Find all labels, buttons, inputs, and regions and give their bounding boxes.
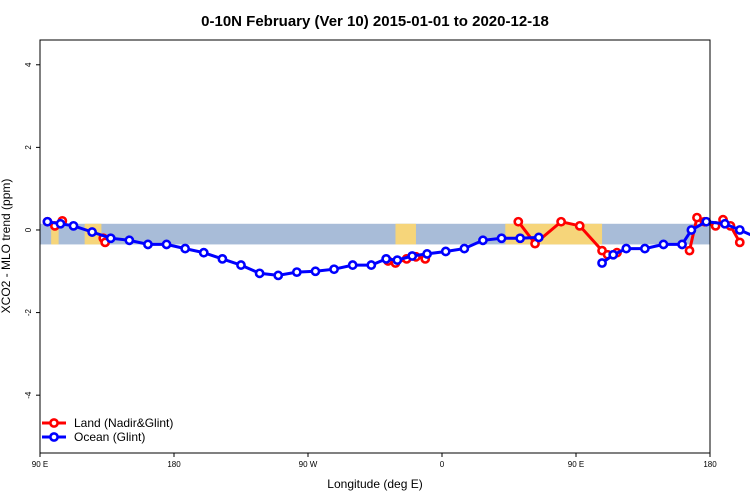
series-1-point xyxy=(217,253,228,264)
series-1-point xyxy=(422,249,433,259)
x-axis-label: Longitude (deg E) xyxy=(327,477,422,491)
y-tick-label: 0 xyxy=(24,227,33,232)
series-1-point xyxy=(496,233,507,244)
series-1-point xyxy=(719,218,730,229)
series-1-point xyxy=(407,251,418,261)
series-0-point xyxy=(692,212,702,223)
series-1-point xyxy=(658,239,669,250)
series-0-point xyxy=(513,216,524,227)
series-1-point xyxy=(236,260,246,270)
chart-title: 0-10N February (Ver 10) 2015-01-01 to 20… xyxy=(201,13,549,30)
x-tick-label: 180 xyxy=(703,460,717,469)
series-1-point xyxy=(392,255,403,266)
series-1-point xyxy=(459,243,470,254)
series-1-point xyxy=(55,218,66,229)
series-0-point xyxy=(734,237,745,248)
series-1-point xyxy=(701,216,712,227)
x-tick-label: 0 xyxy=(440,460,445,469)
legend-marker-1 xyxy=(49,432,59,442)
x-tick-label: 90 E xyxy=(32,460,48,469)
series-1-point xyxy=(381,253,392,264)
series-1-point xyxy=(161,239,172,250)
series-1-point xyxy=(515,233,526,244)
legend-entry-1: Ocean (Glint) xyxy=(74,430,145,444)
y-axis-ticks: -4 -2 0 2 4 xyxy=(24,62,40,399)
series-1-point xyxy=(87,227,98,237)
land-patch-2 xyxy=(395,223,416,245)
series-0-point xyxy=(556,216,567,227)
legend-marker-0 xyxy=(49,418,59,428)
series-1-point xyxy=(254,268,265,279)
x-tick-label: 180 xyxy=(167,460,181,469)
series-1-point xyxy=(329,264,339,275)
series-1-point xyxy=(310,266,321,277)
y-tick-label: -2 xyxy=(24,308,33,316)
series-1 xyxy=(42,216,750,281)
x-tick-label: 90 E xyxy=(568,460,584,469)
series-1-point xyxy=(597,258,607,268)
x-tick-label: 90 W xyxy=(299,460,318,469)
series-1-point xyxy=(291,267,302,278)
series-1-point xyxy=(608,249,619,260)
series-0-point xyxy=(684,245,695,256)
series-1-point xyxy=(198,247,209,258)
series-1-point xyxy=(734,225,745,235)
series-1-point xyxy=(366,260,377,270)
series-0-point xyxy=(574,220,585,231)
series-1-point xyxy=(273,270,284,281)
y-tick-label: 4 xyxy=(24,62,33,67)
series-layer xyxy=(42,212,750,281)
legend: Land (Nadir&Glint)Ocean (Glint) xyxy=(42,416,173,444)
series-1-point xyxy=(68,220,79,231)
series-1-point xyxy=(143,239,153,250)
series-1-point xyxy=(105,233,116,244)
series-1-point xyxy=(621,243,632,254)
x-axis-ticks: 90 E 180 90 W 0 90 E 180 xyxy=(32,453,717,469)
series-1-point xyxy=(478,235,488,246)
legend-entry-0: Land (Nadir&Glint) xyxy=(74,416,173,430)
y-tick-label: 2 xyxy=(24,145,33,150)
series-1-point xyxy=(124,235,135,246)
series-1-point xyxy=(677,239,687,250)
series-1-point xyxy=(639,243,650,254)
series-1-point xyxy=(42,216,53,227)
y-tick-label: -4 xyxy=(24,391,33,399)
plot-frame xyxy=(39,39,711,454)
y-axis-label: XCO2 - MLO trend (ppm) xyxy=(0,179,13,314)
series-1-point xyxy=(180,243,191,254)
land-patch-0 xyxy=(51,223,59,245)
series-1-point xyxy=(686,225,697,235)
series-1-point xyxy=(533,232,544,243)
series-1-point xyxy=(440,246,451,257)
series-1-point xyxy=(347,260,358,270)
